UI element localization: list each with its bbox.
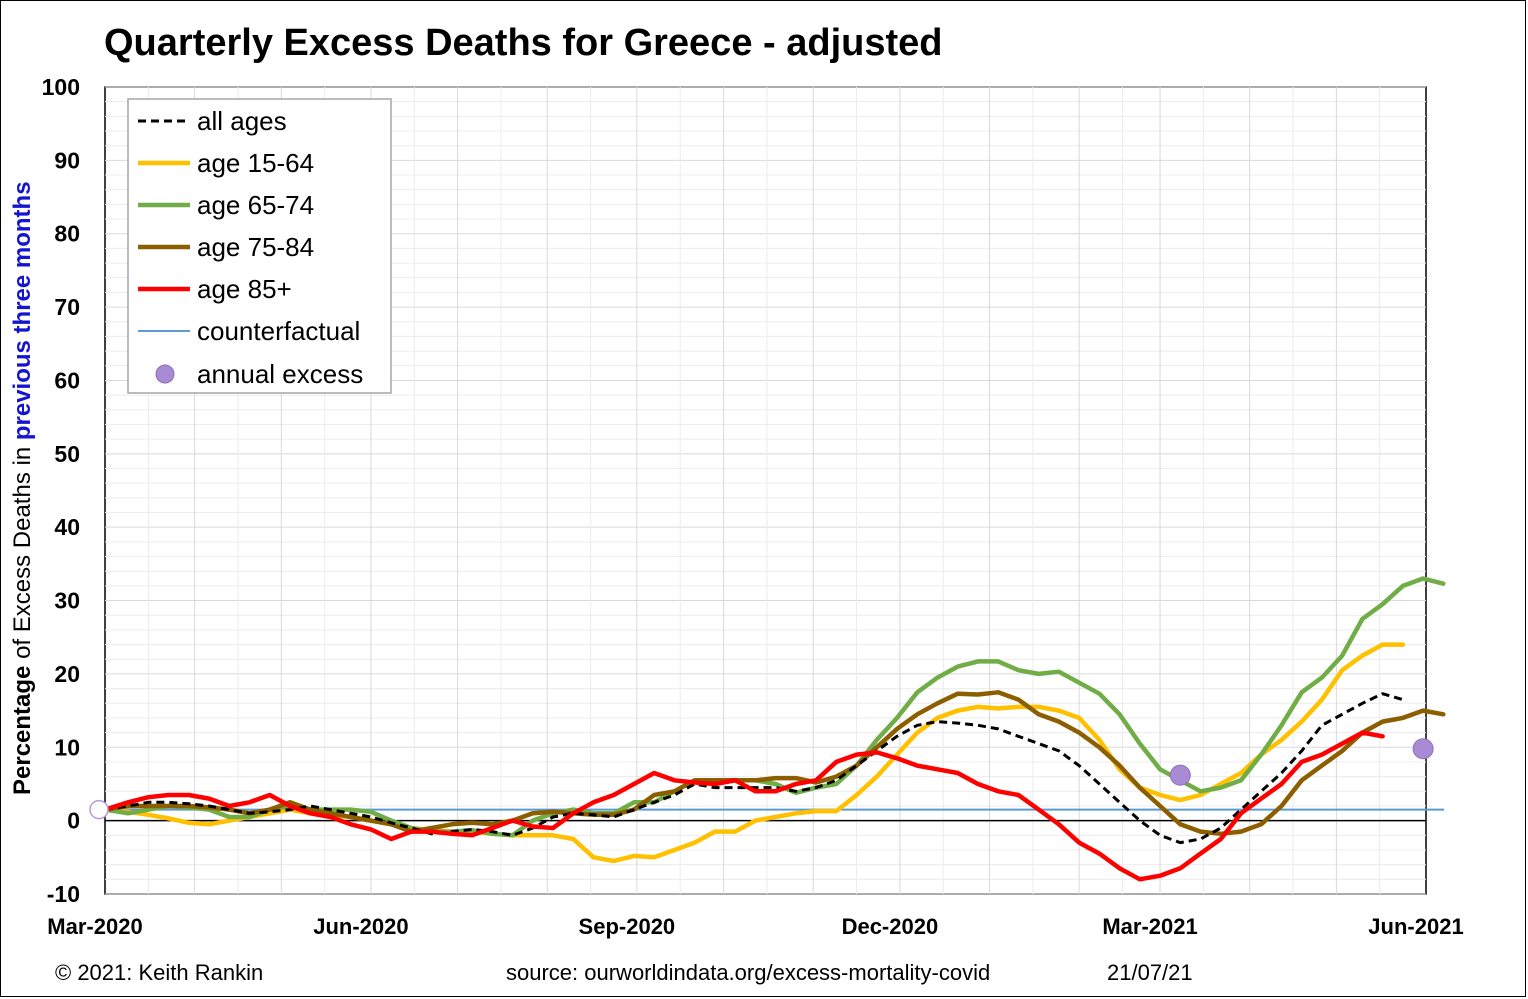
legend-label-age-65-74: age 65-74 (197, 190, 314, 220)
x-tick-label: Jun-2020 (313, 914, 408, 939)
y-tick-label: 100 (42, 74, 80, 100)
y-axis-label: Percentage of Excess Deaths in previous … (9, 181, 36, 795)
x-tick-label: Mar-2020 (47, 914, 142, 939)
y-axis-label-part2: of Excess Deaths in (9, 440, 36, 665)
y-tick-label: 50 (54, 441, 80, 467)
y-tick-label: -10 (47, 881, 80, 907)
x-axis-ticks: Mar-2020 Jun-2020 Sep-2020 Dec-2020 Mar-2021… (47, 914, 1463, 939)
footer-date: 21/07/21 (1107, 960, 1193, 985)
series-line-all-ages (104, 692, 1404, 845)
annual-excess-markers (89, 738, 1434, 820)
y-tick-label: 40 (54, 514, 80, 540)
plot-area (89, 86, 1446, 895)
x-tick-label: Jun-2021 (1368, 914, 1463, 939)
annual-excess-point (1412, 738, 1434, 760)
series-lines (102, 576, 1446, 882)
y-tick-label: 10 (54, 734, 80, 760)
legend-label-age-85: age 85+ (197, 274, 292, 304)
y-tick-label: 0 (67, 808, 80, 834)
chart-title: Quarterly Excess Deaths for Greece - adj… (104, 22, 942, 64)
legend: all ages age 15-64 age 65-74 age 75-84 age 8… (127, 98, 392, 394)
footer-source: source: ourworldindata.org/excess-mortal… (506, 960, 990, 985)
x-tick-label: Sep-2020 (579, 914, 676, 939)
footer-copyright: © 2021: Keith Rankin (55, 960, 263, 985)
legend-label-all-ages: all ages (197, 106, 287, 136)
x-tick-label: Mar-2021 (1102, 914, 1197, 939)
y-tick-label: 90 (54, 147, 80, 173)
legend-label-annual-excess: annual excess (197, 359, 363, 389)
annual-excess-point (1169, 764, 1191, 786)
legend-label-counterfactual: counterfactual (197, 316, 360, 346)
y-axis-label-part3: previous three months (9, 181, 36, 440)
series-line-age-75-84 (102, 690, 1446, 837)
y-tick-label: 60 (54, 367, 80, 393)
y-axis-ticks: -10 0 10 20 30 40 50 60 70 80 90 100 (42, 74, 80, 907)
annual-excess-point (89, 799, 109, 820)
footer: © 2021: Keith Rankin source: ourworldind… (55, 960, 1193, 985)
legend-label-age-15-64: age 15-64 (197, 148, 314, 178)
series-line-age-85 (102, 730, 1385, 882)
y-tick-label: 20 (54, 661, 80, 687)
legend-label-age-75-84: age 75-84 (197, 232, 314, 262)
x-tick-label: Dec-2020 (842, 914, 939, 939)
legend-swatch-annual-excess (155, 364, 175, 384)
y-tick-label: 80 (54, 221, 80, 247)
y-tick-label: 30 (54, 588, 80, 614)
y-axis-label-part1: Percentage (9, 666, 36, 795)
y-tick-label: 70 (54, 294, 80, 320)
